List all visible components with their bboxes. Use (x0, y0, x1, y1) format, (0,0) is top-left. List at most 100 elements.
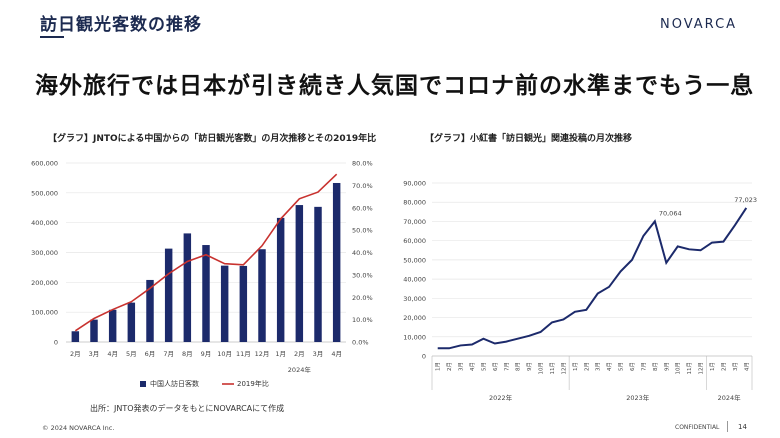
chart1-bar (332, 182, 341, 342)
chart2-x-tick: 3月 (458, 362, 465, 371)
chart1-x-tick: 1月 (275, 350, 286, 358)
chart1-bar (276, 217, 285, 342)
chart1-yleft-tick: 200,000 (31, 279, 58, 287)
chart1-x-tick: 5月 (126, 350, 137, 358)
chart1-x-tick: 4月 (107, 350, 118, 358)
chart2-y-tick: 0 (422, 353, 426, 361)
chart2-x-tick: 9月 (663, 362, 670, 371)
chart1-yright-tick: 20.0% (352, 294, 373, 302)
chart2-data-label: 77,023 (734, 196, 757, 204)
chart1-yright-tick: 0.0% (352, 339, 369, 347)
chart2-y-tick: 40,000 (403, 276, 426, 284)
chart1-x-tick: 4月 (331, 350, 342, 358)
chart1-yleft-tick: 0 (54, 339, 58, 347)
chart1-legend-line-label: 2019年比 (237, 379, 269, 388)
chart2-x-tick: 7月 (640, 362, 647, 371)
headline: 海外旅行では日本が引き続き人気国でコロナ前の水準までもう一息 (35, 73, 755, 99)
chart2-x-tick: 1月 (572, 362, 579, 371)
chart1-bar (164, 248, 173, 342)
chart1-yleft-tick: 300,000 (31, 249, 58, 257)
brand-logo: NOVARCA (660, 17, 738, 32)
page-number: 14 (738, 423, 747, 431)
chart2-x-tick: 1月 (435, 362, 442, 371)
chart2-x-tick: 2月 (720, 362, 727, 371)
chart2-x-tick: 7月 (503, 362, 510, 371)
chart1-yright-tick: 50.0% (352, 227, 373, 235)
chart2-data-label: 70,064 (659, 209, 682, 217)
chart1-bar (239, 265, 248, 342)
chart1-yright-tick: 80.0% (352, 160, 373, 168)
title-underline (40, 36, 64, 38)
chart1-bar (146, 279, 154, 342)
chart1-yright-tick: 30.0% (352, 271, 373, 279)
chart1-bar (183, 233, 192, 342)
chart1-bar (90, 319, 98, 342)
chart1-legend-bar-label: 中国人訪日客数 (150, 379, 199, 388)
chart2-x-tick: 3月 (732, 362, 739, 371)
chart1-bar (220, 265, 229, 342)
chart1-yleft-tick: 500,000 (31, 189, 58, 197)
chart1-bar (127, 302, 136, 342)
chart2-x-tick: 5月 (480, 362, 487, 371)
chart2-x-tick: 10月 (675, 362, 682, 375)
chart2-x-tick: 5月 (618, 362, 625, 371)
chart2-x-tick: 10月 (538, 362, 545, 375)
confidential-label: CONFIDENTIAL (675, 424, 720, 431)
section-title: 訪日観光客数の推移 (40, 15, 202, 35)
chart2-x-tick: 2月 (583, 362, 590, 371)
chart1-bar (295, 205, 304, 342)
chart1-x-tick: 12月 (255, 350, 270, 358)
chart2-title: 【グラフ】小紅書「訪日観光」関連投稿の月次推移 (425, 134, 633, 144)
chart2-y-tick: 90,000 (403, 180, 426, 188)
chart1-legend-bar-swatch (140, 381, 146, 387)
chart2-year-label: 2024年 (718, 393, 742, 402)
chart2-y-tick: 10,000 (403, 333, 426, 341)
chart2-x-tick: 8月 (652, 362, 659, 371)
chart2-y-tick: 60,000 (403, 237, 426, 245)
chart1-x-tick: 3月 (89, 350, 100, 358)
chart1-yright-tick: 60.0% (352, 204, 373, 212)
chart2-y-tick: 80,000 (403, 199, 426, 207)
chart2-y-tick: 30,000 (403, 295, 426, 303)
chart1-bar (314, 206, 322, 342)
chart1-yright-tick: 40.0% (352, 249, 373, 257)
chart1-x-tick: 2月 (294, 350, 305, 358)
chart1-yleft-tick: 400,000 (31, 219, 58, 227)
chart1-x-tick: 7月 (163, 350, 174, 358)
chart2-x-tick: 11月 (549, 362, 556, 375)
chart2-posts-line (437, 207, 748, 350)
chart1-x-tick: 3月 (313, 350, 324, 358)
chart1-ratio-line (74, 173, 338, 332)
chart2-year-label: 2023年 (626, 393, 650, 402)
chart2-x-tick: 9月 (526, 362, 533, 371)
chart2-y-tick: 70,000 (403, 218, 426, 226)
chart1-bar (108, 309, 117, 342)
chart2-x-tick: 12月 (698, 362, 705, 375)
chart2-x-tick: 6月 (492, 362, 499, 371)
chart2-y-tick: 50,000 (403, 256, 426, 264)
chart1-yleft-tick: 100,000 (31, 309, 58, 317)
chart1-year-label: 2024年 (288, 365, 312, 374)
page-divider (727, 421, 728, 432)
chart2-x-tick: 6月 (629, 362, 636, 371)
chart1-yright-tick: 70.0% (352, 182, 373, 190)
chart1-x-tick: 8月 (182, 350, 193, 358)
chart2-x-tick: 4月 (606, 362, 613, 371)
chart2-x-tick: 11月 (686, 362, 693, 375)
chart1-svg: 0 100,000 200,000 300,000 400,000 500,000 600,… (31, 160, 373, 389)
chart2-x-tick: 12月 (560, 362, 567, 375)
chart2-x-tick: 8月 (515, 362, 522, 371)
chart1-yleft-tick: 600,000 (31, 160, 58, 168)
chart1-x-tick: 2月 (70, 350, 81, 358)
chart2-x-tick: 1月 (709, 362, 716, 371)
chart1-bar (71, 331, 80, 342)
chart1-bar (202, 245, 210, 342)
chart1-bar (258, 249, 266, 342)
chart1-x-tick: 10月 (217, 350, 232, 358)
chart2-x-tick: 3月 (595, 362, 602, 371)
copyright: © 2024 NOVARCA Inc. (42, 424, 115, 432)
chart1-yright-tick: 10.0% (352, 316, 373, 324)
chart2-x-tick: 4月 (469, 362, 476, 371)
chart2-year-label: 2022年 (489, 393, 513, 402)
